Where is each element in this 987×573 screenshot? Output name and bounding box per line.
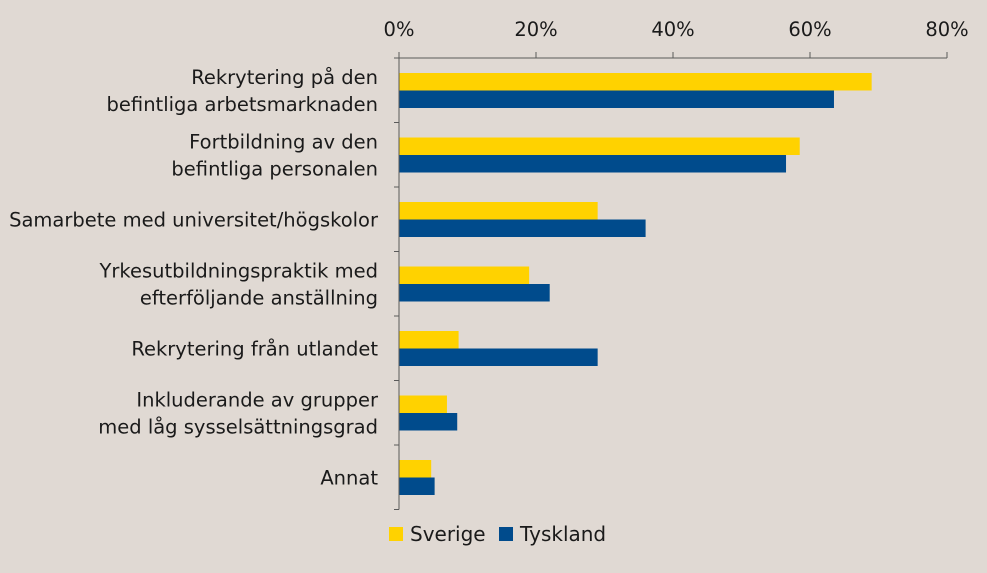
x-axis: 0% 20% 40% 60% 80% [384, 18, 969, 59]
bar-sverige [399, 460, 432, 478]
category-label: Samarbete med universitet/högskolor [9, 208, 379, 231]
bar-sverige [399, 137, 800, 155]
bar-tyskland [399, 219, 646, 237]
category-label: befintliga arbetsmarknaden [107, 93, 378, 116]
legend: Sverige Tyskland [389, 522, 606, 546]
bar-sverige [399, 395, 447, 413]
legend-label-sverige: Sverige [410, 522, 486, 546]
bar-tyskland [399, 284, 550, 302]
bar-tyskland [399, 155, 787, 173]
legend-label-tyskland: Tyskland [519, 522, 606, 546]
category-axis: Rekrytering på den befintliga arbetsmarkn… [9, 57, 400, 510]
x-tick-label: 40% [651, 18, 694, 41]
category-label: Annat [320, 466, 378, 489]
legend-swatch-sverige [389, 527, 403, 541]
bar-tyskland [399, 90, 834, 108]
x-tick-label: 20% [514, 18, 557, 41]
bar-sverige [399, 73, 872, 91]
category-label: efterföljande anställning [140, 286, 378, 309]
bar-tyskland [399, 413, 458, 431]
category-label: Yrkesutbildningspraktik med [98, 259, 378, 282]
category-label: befintliga personalen [171, 157, 378, 180]
category-label: Rekrytering från utlandet [131, 337, 378, 360]
bar-sverige [399, 331, 459, 349]
x-tick-label: 0% [384, 18, 415, 41]
category-label: med låg sysselsättningsgrad [98, 415, 378, 438]
bar-tyskland [399, 477, 435, 495]
bar-sverige [399, 266, 530, 284]
legend-swatch-tyskland [499, 527, 513, 541]
bar-tyskland [399, 348, 598, 366]
x-tick-label: 60% [788, 18, 831, 41]
x-tick-label: 80% [925, 18, 968, 41]
category-label: Rekrytering på den [191, 66, 378, 89]
category-label: Fortbildning av den [189, 130, 378, 153]
bar-sverige [399, 202, 598, 220]
category-label: Inkluderande av grupper [136, 388, 379, 411]
bars [399, 73, 872, 495]
